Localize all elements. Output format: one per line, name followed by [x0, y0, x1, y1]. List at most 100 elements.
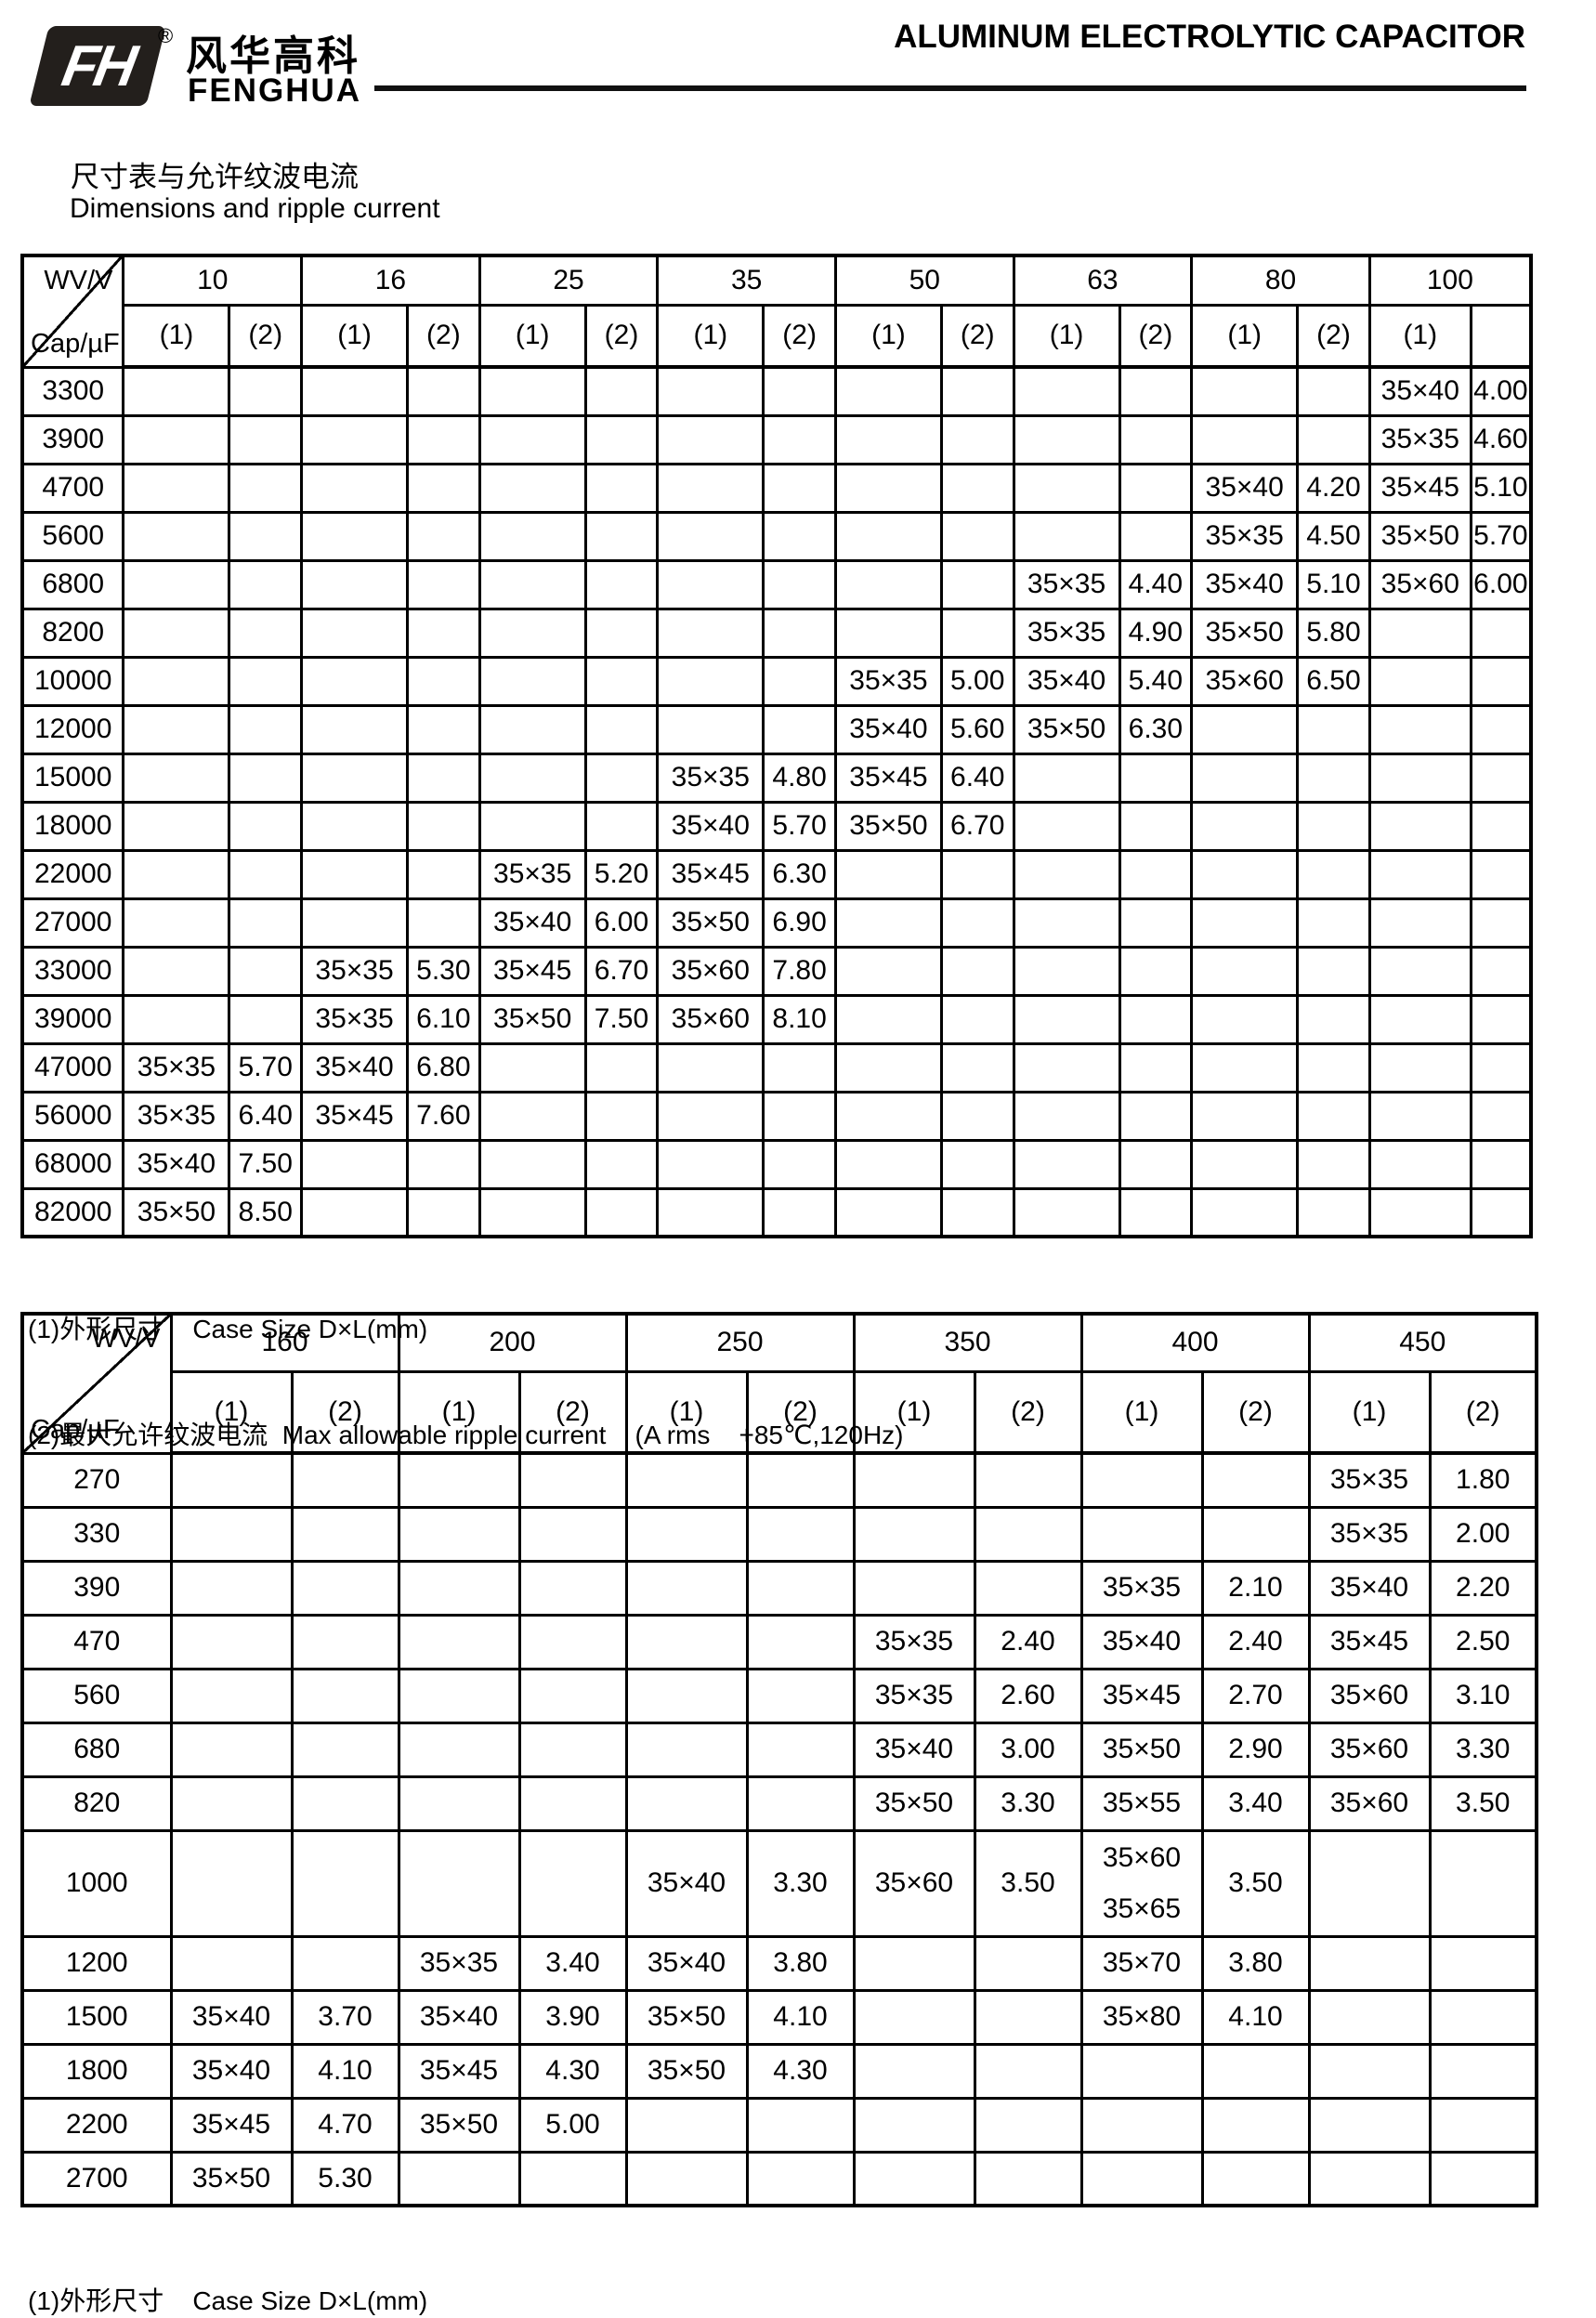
ripple-current-cell	[745, 1505, 856, 1563]
ripple-current-cell	[406, 1186, 481, 1238]
ripple-current-cell	[745, 1559, 856, 1617]
ripple-current-cell: 4.30	[517, 2042, 628, 2100]
case-size-cell	[300, 655, 410, 707]
ripple-current-cell	[406, 703, 481, 755]
ripple-current-cell	[1118, 800, 1194, 852]
ripple-current-cell: 2.40	[973, 1613, 1083, 1670]
table-row: 68000 35×40 7.50	[20, 1138, 1533, 1190]
case-size-cell: 35×45	[1307, 1613, 1432, 1670]
table-row: 39000 35×35 6.10 35×50 7.50 35×60 8.10	[20, 993, 1533, 1045]
ripple-current-cell	[583, 1090, 660, 1142]
case-size-cell	[477, 558, 587, 610]
subhead-cell: (1)	[477, 303, 587, 369]
case-size-cell	[477, 510, 587, 562]
case-size-cell: 35×35	[852, 1667, 976, 1724]
case-size-cell: 35×35	[1307, 1451, 1432, 1509]
fenghua-logo-mark-icon: FH	[29, 26, 166, 106]
ripple-current-cell: 5.80	[1296, 607, 1371, 659]
case-size-cell	[1012, 462, 1121, 514]
ripple-current-cell: 2.50	[1428, 1613, 1538, 1670]
ripple-current-cell	[939, 365, 1015, 417]
subhead-cell: (1)	[122, 303, 231, 369]
ripple-current-cell	[406, 800, 481, 852]
ripple-current-cell: 1.80	[1428, 1451, 1538, 1509]
ripple-current-cell	[406, 607, 481, 659]
ripple-current-cell	[290, 1613, 400, 1670]
ripple-current-cell	[228, 462, 304, 514]
case-size-cell	[477, 365, 587, 417]
ripple-current-cell	[762, 1041, 837, 1094]
case-size-cell	[1012, 365, 1121, 417]
ripple-current-cell	[583, 655, 660, 707]
ripple-current-cell	[1469, 752, 1533, 804]
capacitance-cell: 390	[20, 1559, 173, 1617]
ripple-current-cell	[1469, 1041, 1533, 1094]
case-size-cell	[1367, 752, 1472, 804]
ripple-current-cell	[1428, 1934, 1538, 1992]
subhead-cell: (1)	[1367, 303, 1472, 369]
capacitance-cell: 10000	[20, 655, 125, 707]
case-size-cell	[1367, 1041, 1472, 1094]
ripple-current-cell	[290, 1451, 400, 1509]
case-size-cell: 35×40	[1367, 365, 1472, 417]
table-row: 5600 35×35 4.50 35×50 5.70	[20, 510, 1533, 562]
subheader-row: (1) (2) (1) (2) (1) (2) (1) (2) (1) (2) (1) (2) (1)(…	[22, 303, 1533, 369]
ripple-current-cell	[939, 993, 1015, 1045]
case-size-cell: 35×40	[656, 800, 765, 852]
ripple-current-cell: 2.70	[1200, 1667, 1311, 1724]
case-size-cell: 35×35	[300, 993, 410, 1045]
case-size-cell	[656, 607, 765, 659]
voltage-header: 450	[1307, 1312, 1538, 1373]
ripple-current-cell: 6.90	[762, 897, 837, 949]
voltage-header-row: WV/V Cap/µF 10 16 25 35 50 63 80 100	[20, 254, 1533, 369]
voltage-header: 63	[1012, 254, 1194, 307]
ripple-current-cell	[939, 462, 1015, 514]
table-row: 6800 35×35 4.40 35×40 5.10 35×60 6.00	[20, 558, 1533, 610]
ripple-current-cell	[1200, 2150, 1311, 2207]
subhead-cell: (2)	[290, 1369, 400, 1455]
case-size-cell	[122, 607, 231, 659]
case-size-cell	[1190, 800, 1300, 852]
subhead-cell: (1)	[1079, 1369, 1204, 1455]
table-row: 3300 35×40 4.00	[20, 365, 1533, 417]
ripple-current-cell	[1118, 945, 1194, 997]
ripple-current-cell	[939, 1041, 1015, 1094]
case-size-cell	[1190, 752, 1300, 804]
case-size-cell	[477, 413, 587, 465]
voltage-header: 80	[1190, 254, 1371, 307]
case-size-cell	[300, 365, 410, 417]
case-size-cell	[1367, 800, 1472, 852]
ripple-current-cell	[762, 1090, 837, 1142]
case-size-cell	[1367, 993, 1472, 1045]
voltage-header: 250	[624, 1312, 856, 1373]
case-size-cell: 35×50	[477, 993, 587, 1045]
case-size-cell	[169, 1721, 294, 1778]
ripple-current-cell	[973, 2096, 1083, 2154]
ripple-current-cell	[290, 1667, 400, 1724]
ripple-current-cell: 4.50	[1296, 510, 1371, 562]
ripple-current-cell	[228, 800, 304, 852]
case-size-cell: 35×60	[1367, 558, 1472, 610]
ripple-current-cell: 3.80	[745, 1934, 856, 1992]
case-size-cell: 35×40	[1307, 1559, 1432, 1617]
case-size-cell: 35×35	[477, 848, 587, 900]
case-size-cell: 35×35	[300, 945, 410, 997]
ripple-current-cell	[1469, 800, 1533, 852]
subhead-cell: (1)	[1190, 303, 1300, 369]
capacitance-cell: 1800	[20, 2042, 173, 2100]
case-size-cell	[397, 1775, 521, 1832]
case-size-cell	[1367, 655, 1472, 707]
subhead-cell: (2)	[517, 1369, 628, 1455]
ripple-current-cell	[973, 2042, 1083, 2100]
case-size-cell	[169, 1667, 294, 1724]
case-size-cell	[1307, 2150, 1432, 2207]
case-size-cell: 35×70	[1079, 1934, 1204, 1992]
ripple-current-cell	[583, 1186, 660, 1238]
ripple-current-cell: 5.30	[406, 945, 481, 997]
case-size-cell: 35×40	[833, 703, 943, 755]
case-size-cell	[1012, 1041, 1121, 1094]
ripple-current-cell: 5.20	[583, 848, 660, 900]
voltage-header: 25	[477, 254, 660, 307]
ripple-current-cell: 7.80	[762, 945, 837, 997]
case-size-cell	[477, 1186, 587, 1238]
